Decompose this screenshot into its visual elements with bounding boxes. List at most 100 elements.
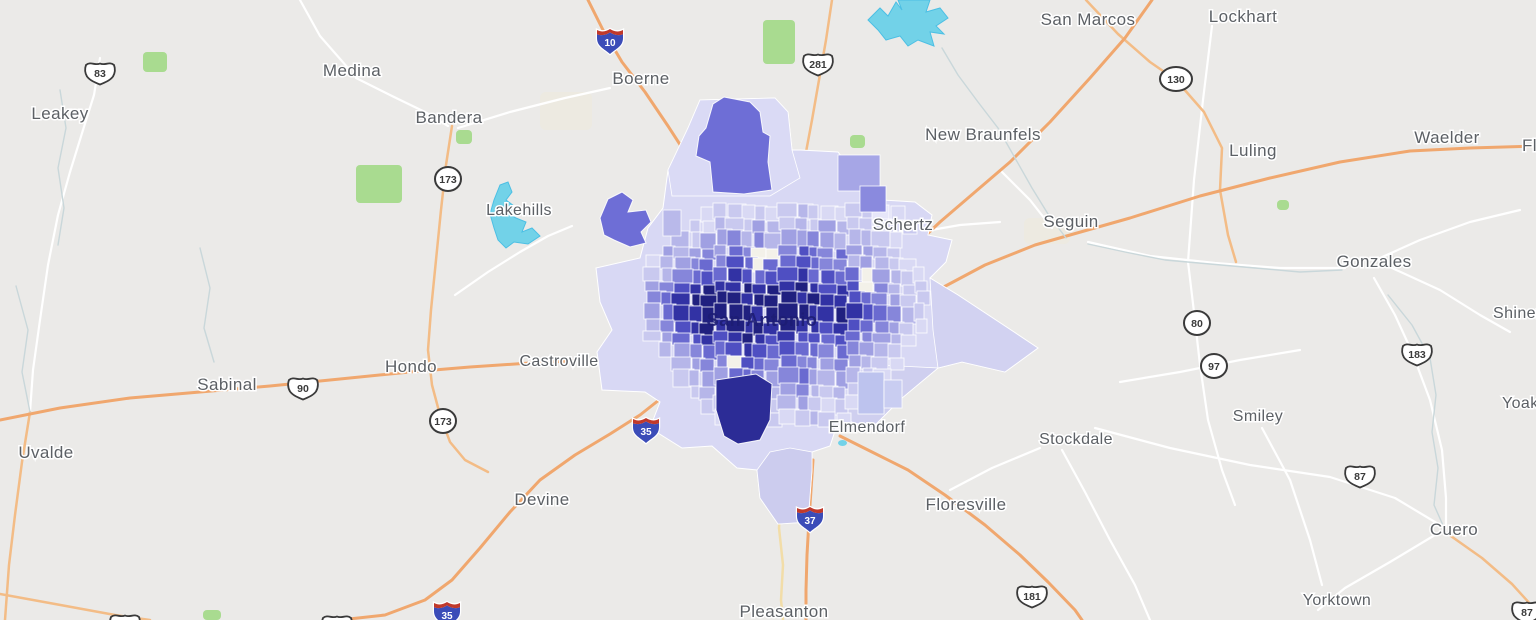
tract-cell[interactable] — [886, 247, 901, 259]
tract-cell[interactable] — [776, 266, 799, 283]
city-label-flatonia: Flatonia — [1522, 136, 1536, 155]
tract-cell[interactable] — [699, 358, 715, 373]
tract-cell[interactable] — [837, 154, 881, 192]
tract-cell[interactable] — [844, 266, 860, 282]
tract-cell[interactable] — [889, 231, 903, 249]
tract-cell[interactable] — [886, 305, 902, 323]
tract-cell[interactable] — [844, 202, 863, 218]
tract-cell[interactable] — [725, 255, 745, 269]
tract-cell[interactable] — [778, 280, 798, 293]
tract-cell[interactable] — [844, 330, 861, 342]
river — [941, 47, 1067, 239]
tract-cell[interactable] — [794, 409, 811, 427]
city-label-boerne: Boerne — [612, 69, 669, 88]
us-route-shield-183: 183 — [1401, 343, 1433, 367]
tract-cell[interactable] — [741, 268, 753, 285]
tract-cell[interactable] — [845, 302, 864, 320]
tract-cell[interactable] — [642, 330, 662, 342]
tract-cell[interactable] — [724, 217, 745, 231]
tract-cell[interactable] — [643, 302, 661, 320]
tract-north-tract[interactable] — [695, 96, 773, 195]
tract-cell[interactable] — [915, 318, 928, 334]
tract-cell[interactable] — [816, 369, 836, 388]
tract-cell[interactable] — [902, 220, 918, 235]
svg-text:83: 83 — [94, 68, 106, 80]
city-label-bandera: Bandera — [415, 108, 482, 127]
tract-cell[interactable] — [845, 244, 863, 256]
tract-cell[interactable] — [807, 332, 821, 344]
park-patch — [1277, 200, 1289, 210]
tract-cell[interactable] — [889, 357, 905, 371]
river — [1387, 294, 1447, 533]
state-route-shield-97: 97 — [1200, 353, 1228, 379]
tract-cell[interactable] — [817, 283, 838, 296]
choropleth-wing-tract[interactable] — [929, 277, 1039, 373]
tract-cell[interactable] — [836, 412, 852, 430]
tract-cell[interactable] — [688, 247, 702, 259]
svg-text:181: 181 — [1023, 591, 1041, 603]
state-route-shield-173: 173 — [434, 166, 462, 192]
tract-cell[interactable] — [762, 258, 779, 272]
tract-cell[interactable] — [776, 202, 798, 219]
tract-cell[interactable] — [658, 341, 672, 358]
tract-cell[interactable] — [883, 379, 903, 409]
tract-cell[interactable] — [859, 319, 874, 334]
tract-cell[interactable] — [806, 292, 821, 306]
tract-cell[interactable] — [776, 330, 796, 343]
tract-cell[interactable] — [763, 358, 780, 372]
tract-cell[interactable] — [777, 366, 800, 385]
road-minor — [298, 0, 350, 70]
tract-cell[interactable] — [724, 281, 742, 293]
tract-cell[interactable] — [857, 371, 885, 415]
tract-cell[interactable] — [777, 244, 798, 257]
city-label-lakehills: Lakehills — [486, 202, 552, 219]
tract-west-exclave-tract[interactable] — [599, 191, 652, 248]
tract-cell[interactable] — [817, 343, 835, 360]
tract-cell[interactable] — [689, 283, 702, 295]
tract-cell[interactable] — [859, 185, 887, 213]
tract-cell[interactable] — [763, 294, 779, 308]
tract-cell[interactable] — [817, 411, 836, 428]
tract-cell[interactable] — [740, 230, 753, 249]
road-minor — [1186, 24, 1214, 264]
interstate-shield-35: 35 — [631, 416, 661, 445]
choropleth-wing-tract[interactable] — [756, 447, 813, 525]
tract-cell[interactable] — [806, 356, 818, 370]
park-patch — [356, 165, 402, 203]
tract-cell[interactable] — [741, 332, 754, 345]
tract-cell[interactable] — [913, 302, 925, 322]
tract-cell[interactable] — [642, 266, 661, 282]
tract-cell[interactable] — [724, 341, 743, 357]
tract-cell[interactable] — [807, 396, 822, 412]
tract-cell[interactable] — [776, 394, 797, 411]
tract-cell[interactable] — [688, 305, 703, 323]
tract-cell[interactable] — [887, 343, 902, 359]
tract-cell[interactable] — [659, 319, 675, 334]
tract-south-dark-tract[interactable] — [715, 373, 773, 445]
tract-cell[interactable] — [659, 255, 674, 270]
tract-cell[interactable] — [688, 369, 700, 387]
tract-cell[interactable] — [807, 204, 819, 220]
labels-layer: Leakey Medina Bandera Boerne San Marcos Lockh… — [17, 6, 1536, 620]
city-label-hondo: Hondo — [385, 357, 437, 376]
tract-cell[interactable] — [887, 283, 901, 295]
tract-cell[interactable] — [807, 268, 820, 284]
tract-cell[interactable] — [859, 255, 873, 270]
tract-cell[interactable] — [689, 343, 703, 359]
road-major-highway — [838, 434, 1084, 620]
tract-cell[interactable] — [779, 382, 799, 397]
tract-cell[interactable] — [816, 305, 835, 324]
tract-cell[interactable] — [833, 232, 847, 252]
svg-text:37: 37 — [804, 516, 816, 527]
tract-cell[interactable] — [689, 219, 701, 233]
svg-text:90: 90 — [297, 383, 309, 395]
tract-cell[interactable] — [780, 228, 800, 247]
svg-text:97: 97 — [1208, 361, 1220, 373]
tract-cell[interactable] — [900, 334, 917, 347]
city-label-castroville: Castroville — [519, 353, 598, 370]
tract-cell[interactable] — [662, 209, 682, 237]
road-major-highway — [338, 394, 666, 620]
tract-cell[interactable] — [806, 230, 820, 248]
tract-cell[interactable] — [817, 219, 837, 234]
